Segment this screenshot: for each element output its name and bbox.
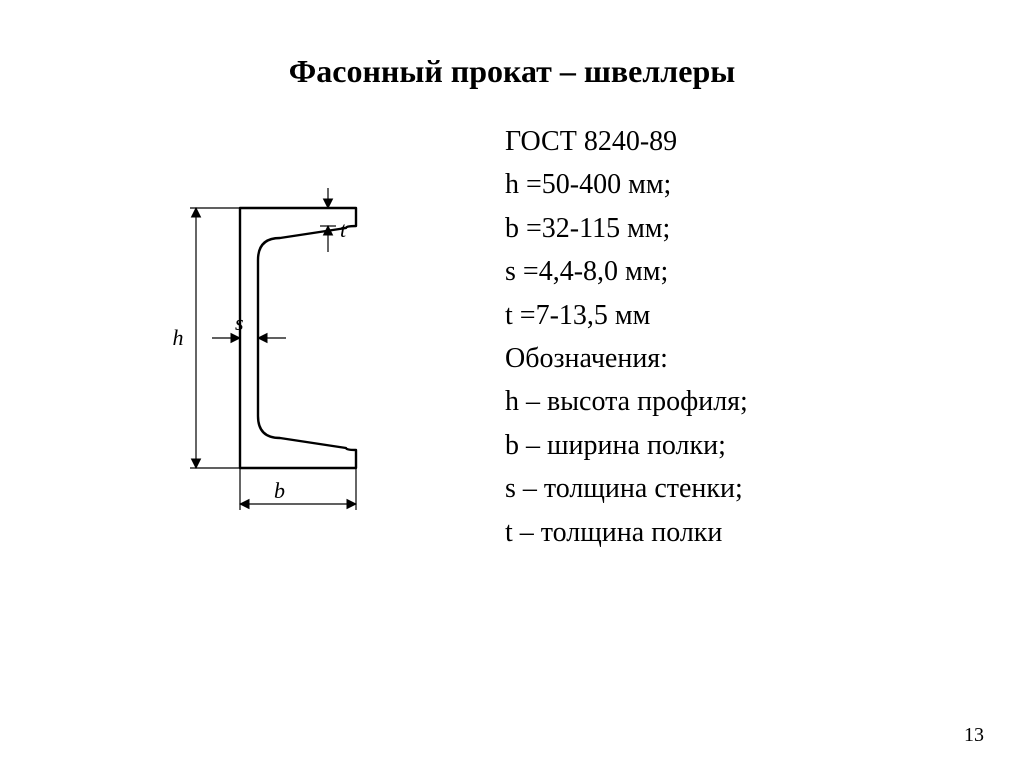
legend-b: b – ширина полки; bbox=[505, 424, 985, 467]
page-title: Фасонный прокат – швеллеры bbox=[0, 53, 1024, 90]
channel-diagram: h b s t bbox=[150, 188, 430, 548]
dim-label-h: h bbox=[173, 325, 184, 350]
spec-s: s =4,4-8,0 мм; bbox=[505, 250, 985, 293]
channel-svg: h b s t bbox=[150, 188, 430, 548]
spec-block: ГОСТ 8240-89 h =50-400 мм; b =32-115 мм;… bbox=[505, 120, 985, 554]
page-root: Фасонный прокат – швеллеры h b s t ГОСТ 824… bbox=[0, 0, 1024, 767]
legend-h: h – высота профиля; bbox=[505, 380, 985, 423]
dim-label-t: t bbox=[340, 217, 347, 242]
spec-h: h =50-400 мм; bbox=[505, 163, 985, 206]
spec-t: t =7-13,5 мм bbox=[505, 294, 985, 337]
dim-label-s: s bbox=[235, 310, 244, 335]
channel-profile bbox=[240, 208, 356, 468]
legend-t: t – толщина полки bbox=[505, 511, 985, 554]
dim-label-b: b bbox=[274, 478, 285, 503]
legend-s: s – толщина стенки; bbox=[505, 467, 985, 510]
spec-standard: ГОСТ 8240-89 bbox=[505, 120, 985, 163]
dimension-lines: h b s t bbox=[173, 188, 357, 510]
spec-b: b =32-115 мм; bbox=[505, 207, 985, 250]
legend-title: Обозначения: bbox=[505, 337, 985, 380]
page-number: 13 bbox=[964, 724, 984, 747]
